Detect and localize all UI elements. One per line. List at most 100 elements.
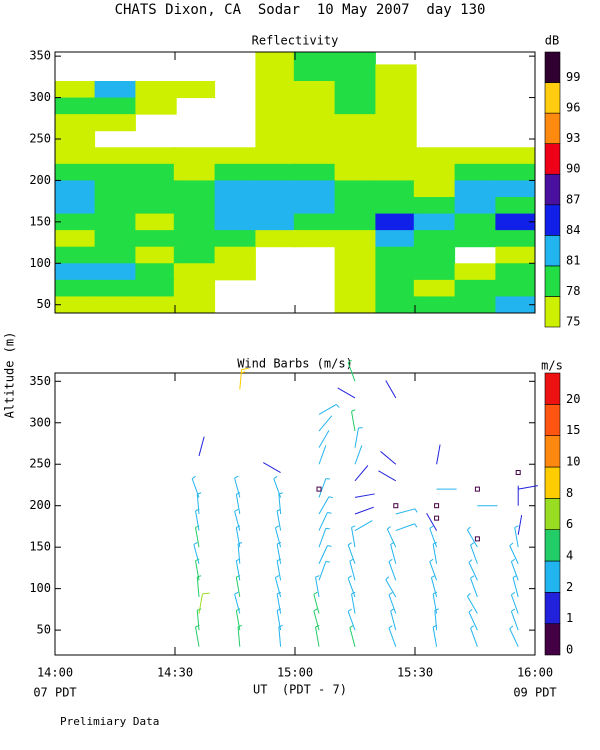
wind-barb <box>468 609 478 631</box>
colorbar-box <box>544 592 561 624</box>
colorbar-tick-label: 99 <box>566 70 580 84</box>
contour-cell <box>94 246 136 264</box>
contour-cell <box>334 130 376 148</box>
wind-barb <box>354 520 373 532</box>
colorbar-tick-label: 90 <box>566 162 580 176</box>
contour-cell <box>173 246 216 264</box>
wind-barb <box>395 523 418 532</box>
contour-cell <box>413 213 456 231</box>
contour-cell <box>334 81 376 99</box>
contour-cell <box>55 130 96 148</box>
colorbar-tick-label: 75 <box>566 315 580 329</box>
wind-barb <box>318 404 340 415</box>
colorbar-tick-label: 10 <box>566 455 580 469</box>
wind-barb <box>313 608 320 631</box>
contour-cell <box>334 64 376 82</box>
wind-barb <box>354 445 363 465</box>
wind-barb <box>337 387 356 399</box>
contour-cell <box>375 97 417 115</box>
contour-cell <box>135 163 177 181</box>
colorbar-box <box>544 51 561 83</box>
contour-cell <box>375 230 417 248</box>
contour-cell <box>293 180 336 198</box>
contour-cell <box>214 197 256 215</box>
contour-cell <box>55 263 96 281</box>
contour-cell <box>214 246 256 264</box>
contour-cell <box>375 180 417 198</box>
contour-cell <box>454 279 496 297</box>
contour-cell <box>293 163 336 181</box>
wind-barb <box>388 592 397 614</box>
wind-barb <box>274 525 282 548</box>
wind-barb <box>380 450 397 465</box>
contour-cell <box>94 296 136 313</box>
contour-cell <box>135 81 177 99</box>
contour-cell <box>173 213 216 231</box>
calm-marker <box>474 536 480 542</box>
contour-cell <box>94 97 136 115</box>
contour-cell <box>255 97 297 115</box>
wind-barb <box>385 380 397 399</box>
calm-marker <box>515 470 521 476</box>
contour-cell <box>94 180 136 198</box>
contour-cell <box>375 130 417 148</box>
contour-cell <box>375 246 417 264</box>
contour-cell <box>454 296 496 313</box>
contour-cell <box>55 147 96 165</box>
colorbar-box <box>544 173 561 206</box>
contour-cell <box>173 163 216 181</box>
contour-cell <box>413 279 456 297</box>
contour-cell <box>55 230 96 248</box>
wind-barb <box>390 608 397 631</box>
wind-barb <box>436 444 441 465</box>
contour-cell <box>214 180 256 198</box>
wind-barb <box>318 430 330 448</box>
contour-cell <box>334 263 376 281</box>
wind-barb <box>429 525 438 548</box>
wind-barb <box>193 542 200 564</box>
contour-cell <box>135 279 177 297</box>
wind-barb <box>234 508 241 531</box>
contour-cell <box>375 147 417 165</box>
colorbar-tick-label: 87 <box>566 192 580 206</box>
wind-barb <box>315 624 320 647</box>
contour-cell <box>334 296 376 313</box>
wind-barb <box>196 492 202 515</box>
contour-cell <box>334 163 376 181</box>
contour-cell <box>55 163 96 181</box>
y-tick-label: 250 <box>29 132 51 146</box>
colorbar-box <box>544 498 561 530</box>
colorbar-tick-label: 4 <box>566 549 573 563</box>
colorbar-box <box>544 265 561 297</box>
colorbar-tick-label: 20 <box>566 392 580 406</box>
contour-cell <box>255 81 297 99</box>
colorbar-label: dB <box>545 34 559 48</box>
wind-barb <box>514 525 519 548</box>
contour-cell <box>413 163 456 181</box>
contour-cell <box>375 213 417 231</box>
contour-cell <box>495 213 535 231</box>
contour-cell <box>334 147 376 165</box>
page-title: CHATS Dixon, CA Sodar 10 May 2007 day 13… <box>115 2 486 18</box>
contour-cell <box>173 296 216 313</box>
colorbar-label: m/s <box>541 359 563 373</box>
calm-marker <box>393 503 399 509</box>
colorbar-tick-label: 93 <box>566 131 580 145</box>
contour-cell <box>293 147 336 165</box>
colorbar-tick-label: 81 <box>566 253 580 267</box>
contour-cell <box>413 197 456 215</box>
wind-barb <box>315 575 320 598</box>
contour-cell <box>214 230 256 248</box>
contour-cell <box>255 180 297 198</box>
calm-marker <box>316 486 322 492</box>
wind-barb <box>354 506 374 515</box>
contour-cell <box>293 130 336 148</box>
wind-barb <box>235 608 241 631</box>
contour-cell <box>55 180 96 198</box>
y-tick-label: 300 <box>29 90 51 104</box>
y-tick-label: 100 <box>29 256 51 270</box>
colorbar-tick-label: 6 <box>566 517 573 531</box>
contour-cell <box>375 64 417 82</box>
contour-cell <box>255 64 297 82</box>
